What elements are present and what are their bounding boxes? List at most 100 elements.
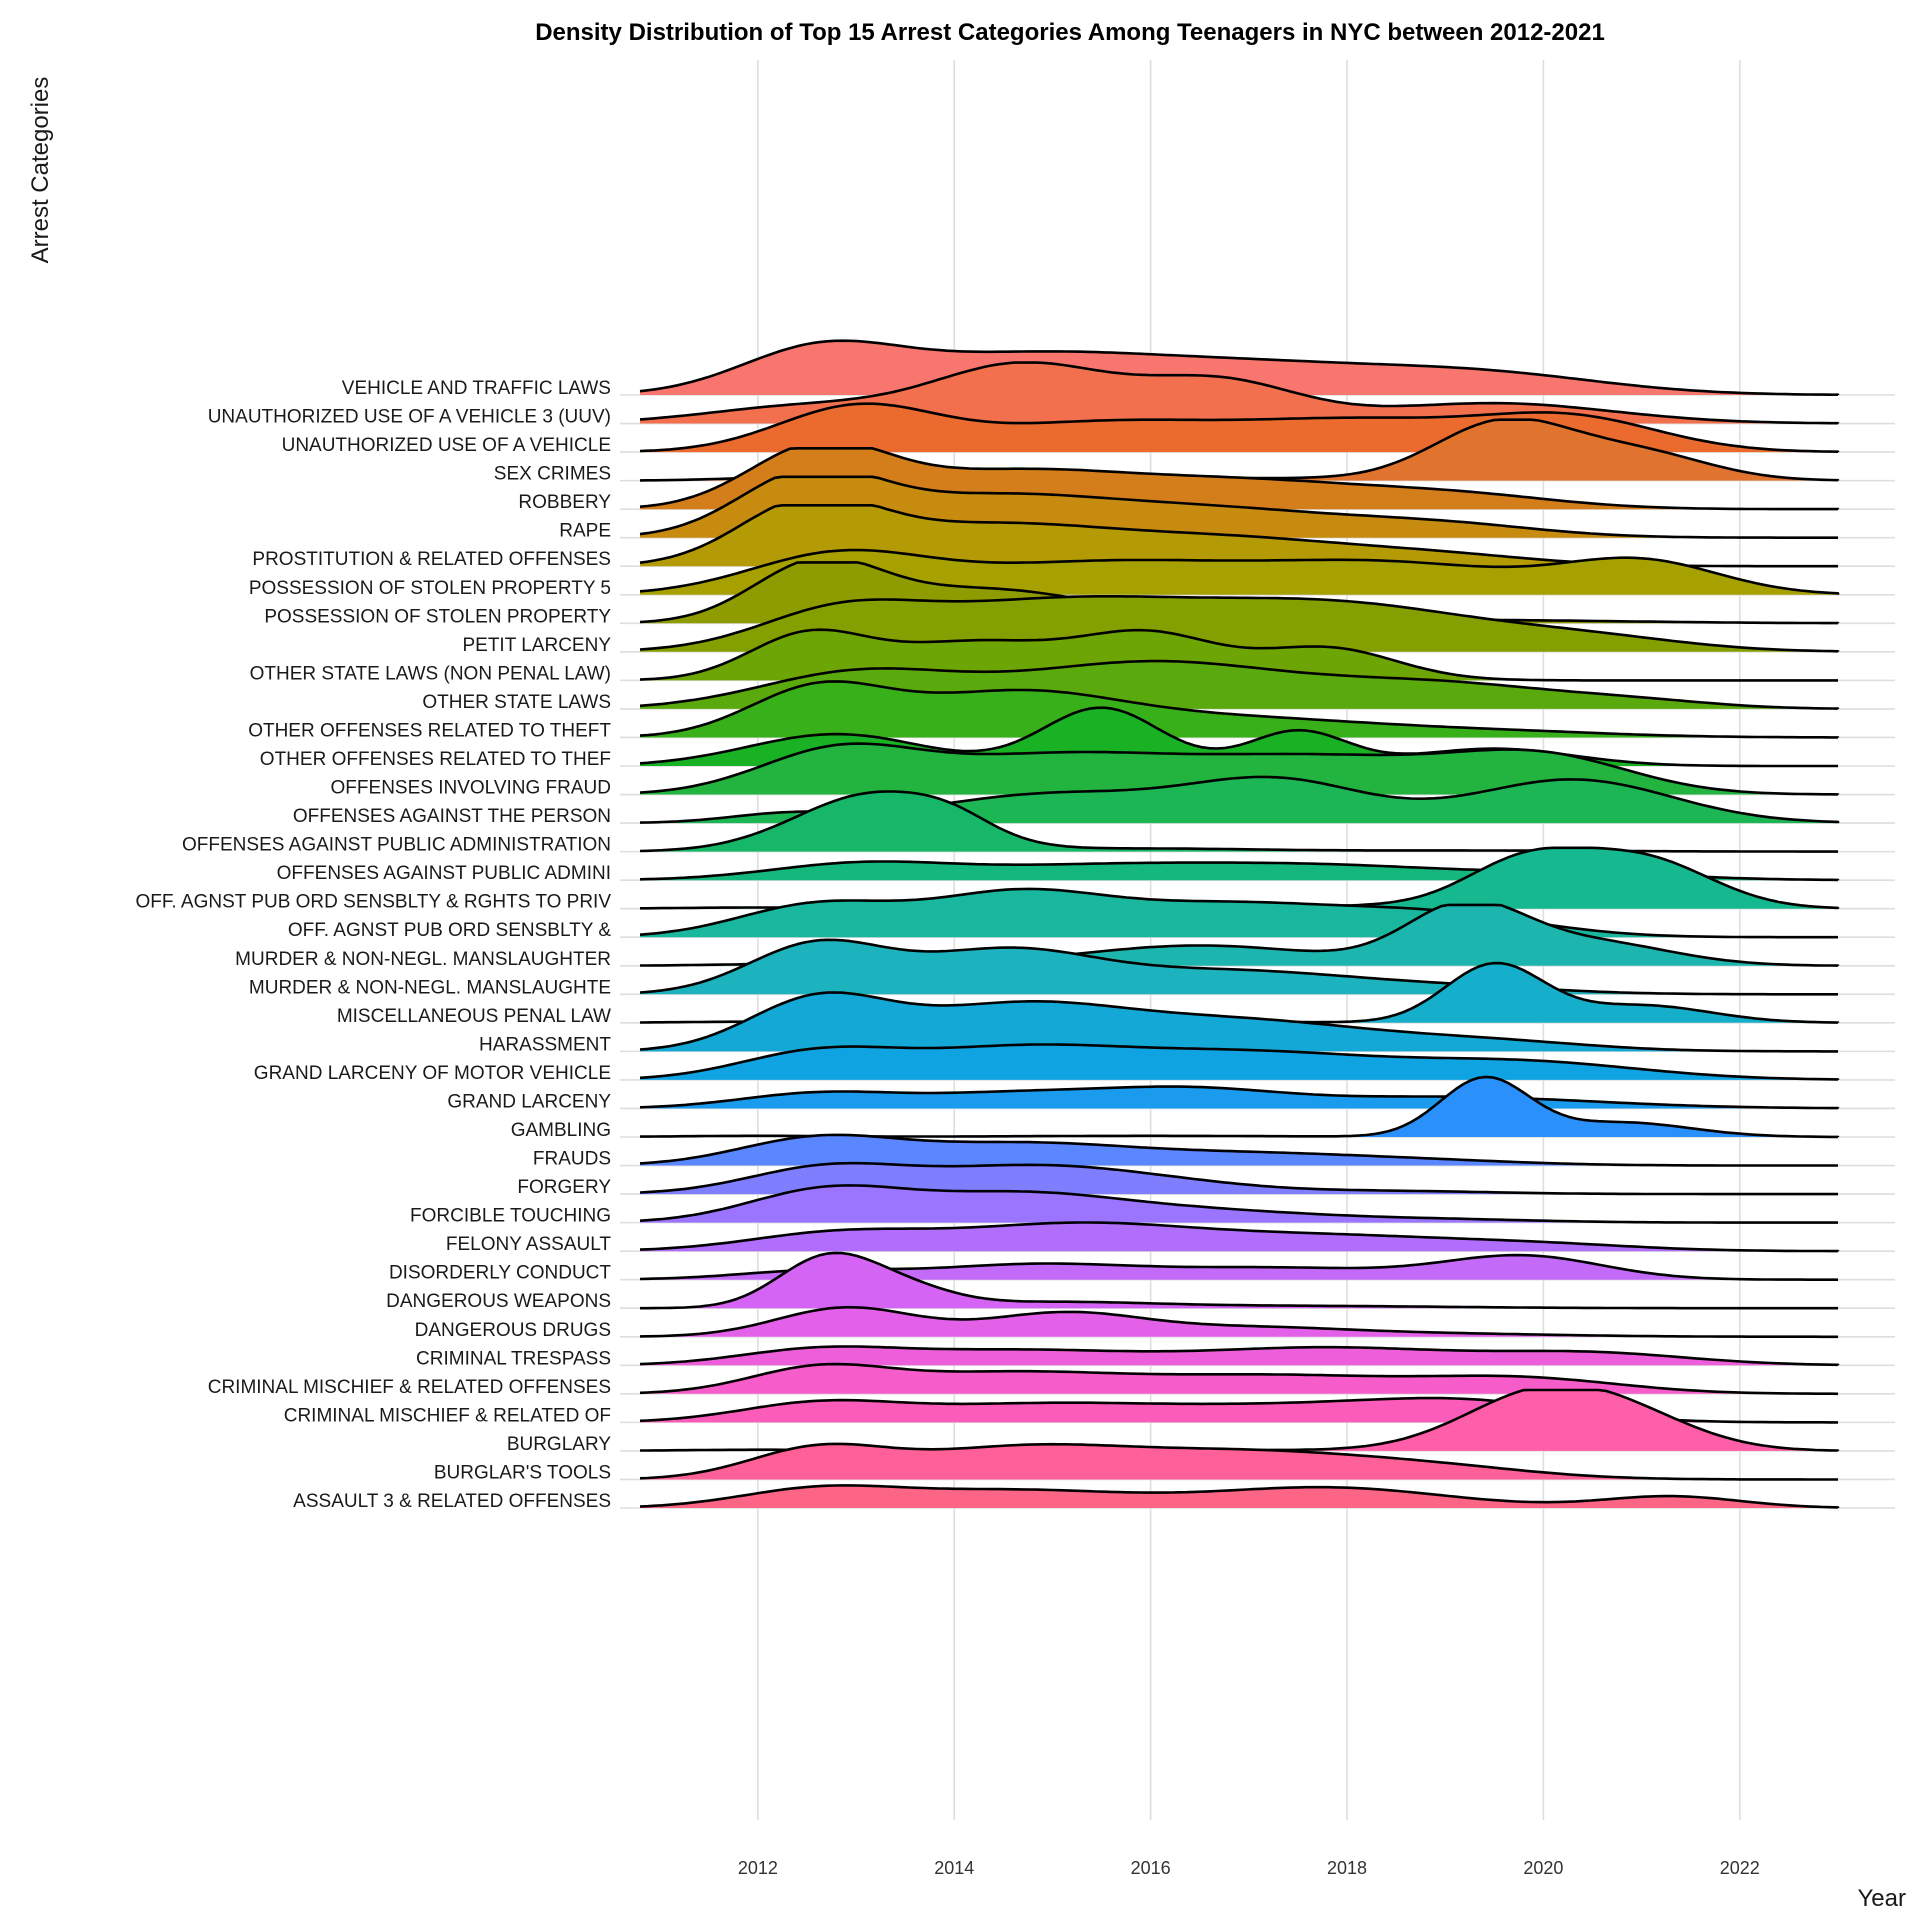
ridge-fill — [640, 1364, 1838, 1394]
ridge-outline — [639, 1345, 1840, 1367]
category-labels: VEHICLE AND TRAFFIC LAWS UNAUTHORIZED USE… — [136, 378, 612, 1512]
x-tick-label: 2012 — [738, 1858, 778, 1878]
category-label: OTHER STATE LAWS (NON PENAL LAW) — [250, 663, 611, 684]
category-label: BURGLARY — [507, 1434, 612, 1455]
ridge-fill — [640, 362, 1838, 424]
x-tick-label: 2014 — [934, 1858, 974, 1878]
ridge-outline — [639, 1085, 1840, 1110]
category-label: FORGERY — [517, 1177, 611, 1198]
ridge-outline — [639, 659, 1840, 710]
ridge-outline — [639, 1043, 1840, 1081]
category-label: OFFENSES INVOLVING FRAUD — [331, 778, 611, 799]
ridge-outline — [639, 887, 1838, 939]
ridge-outline — [639, 339, 1840, 396]
ridge-fill — [640, 1134, 1838, 1166]
ridge-group — [639, 1184, 1838, 1224]
category-label: POSSESSION OF STOLEN PROPERTY 5 — [249, 578, 611, 599]
ridge-outline — [639, 628, 1838, 682]
ridge-group — [639, 790, 1838, 853]
category-label: OFFENSES AGAINST PUBLIC ADMINI — [277, 863, 611, 884]
ridge-group — [640, 1251, 1838, 1310]
category-label: FORCIBLE TOUCHING — [410, 1206, 611, 1227]
category-label: CRIMINAL MISCHIEF & RELATED OF — [284, 1405, 611, 1426]
ridge-outline — [639, 680, 1840, 739]
ridge-outline — [639, 1484, 1840, 1509]
ridge-fill — [640, 1163, 1838, 1195]
category-label: MISCELLANEOUS PENAL LAW — [337, 1006, 611, 1027]
ridge-group — [639, 628, 1838, 682]
ridge-fill — [640, 1076, 1838, 1137]
category-label: OFF. AGNST PUB ORD SENSBLTY & RGHTS TO P… — [136, 892, 612, 913]
ridge-fill — [640, 1390, 1838, 1451]
ridge-group — [639, 991, 1838, 1053]
ridge-outline — [639, 475, 1838, 539]
ridge-outline — [639, 1161, 1838, 1196]
category-label: MURDER & NON-NEGL. MANSLAUGHTE — [249, 977, 611, 998]
ridge-fill — [640, 419, 1838, 481]
category-label: FRAUDS — [533, 1149, 611, 1170]
ridge-layer — [639, 339, 1840, 1509]
ridge-outline — [639, 595, 1840, 653]
x-axis-title: Year — [1858, 1885, 1907, 1912]
category-label: DANGEROUS WEAPONS — [386, 1291, 611, 1312]
category-label: RAPE — [559, 521, 611, 542]
category-label: GRAND LARCENY OF MOTOR VEHICLE — [254, 1063, 611, 1084]
category-label: SEX CRIMES — [494, 464, 611, 485]
ridge-group — [639, 1221, 1840, 1253]
chart-title: Density Distribution of Top 15 Arrest Ca… — [535, 19, 1605, 46]
ridge-group — [639, 1305, 1838, 1339]
ridge-outline — [639, 790, 1838, 853]
category-label: UNAUTHORIZED USE OF A VEHICLE 3 (UUV) — [208, 407, 611, 428]
ridge-outline — [639, 1184, 1838, 1224]
category-label: BURGLAR'S TOOLS — [434, 1462, 611, 1483]
x-tick-label: 2016 — [1131, 1858, 1171, 1878]
category-label: OFFENSES AGAINST PUBLIC ADMINISTRATION — [182, 835, 611, 856]
category-label: GAMBLING — [511, 1120, 611, 1141]
ridge-group — [639, 1345, 1840, 1367]
ridge-outline — [639, 1305, 1838, 1339]
category-label: HARASSMENT — [479, 1034, 611, 1055]
category-label: OTHER OFFENSES RELATED TO THEF — [260, 749, 611, 770]
category-label: OFF. AGNST PUB ORD SENSBLTY & — [288, 920, 611, 941]
ridge-group — [639, 938, 1838, 996]
ridge-outline — [639, 447, 1840, 511]
category-label: ROBBERY — [518, 492, 611, 513]
category-label: CRIMINAL MISCHIEF & RELATED OFFENSES — [208, 1377, 611, 1398]
ridge-fill — [640, 963, 1838, 1023]
ridge-outline — [639, 1133, 1838, 1167]
ridge-fill — [640, 939, 1838, 995]
ridge-fill — [640, 1185, 1838, 1223]
category-label: MURDER & NON-NEGL. MANSLAUGHTER — [235, 949, 611, 970]
ridge-fill — [640, 904, 1838, 966]
category-label: VEHICLE AND TRAFFIC LAWS — [342, 378, 611, 399]
ridge-outline — [639, 706, 1838, 768]
ridge-outline — [640, 1251, 1838, 1310]
ridge-fill — [640, 1044, 1838, 1080]
category-label: POSSESSION OF STOLEN PROPERTY — [264, 606, 611, 627]
category-label: CRIMINAL TRESPASS — [416, 1348, 611, 1369]
ridge-outline — [639, 938, 1838, 996]
ridge-outline — [639, 991, 1838, 1053]
ridge-fill — [640, 1252, 1838, 1309]
category-label: OTHER STATE LAWS — [422, 692, 611, 713]
ridge-fill — [640, 1443, 1838, 1480]
ridge-outline — [639, 742, 1840, 796]
ridge-fill — [640, 847, 1838, 909]
category-label: FELONY ASSAULT — [446, 1234, 611, 1255]
ridge-group — [639, 680, 1840, 739]
ridge-outline — [639, 1362, 1839, 1396]
category-label: ASSAULT 3 & RELATED OFFENSES — [293, 1491, 611, 1512]
ridge-outline — [639, 402, 1840, 453]
x-tick-label: 2018 — [1327, 1858, 1367, 1878]
ridge-fill — [640, 992, 1838, 1052]
ridge-group — [639, 1442, 1838, 1481]
ridge-fill — [640, 791, 1838, 852]
ridge-outline — [639, 361, 1840, 425]
category-label: GRAND LARCENY — [447, 1091, 611, 1112]
category-label: UNAUTHORIZED USE OF A VEHICLE — [282, 435, 611, 456]
category-label: DANGEROUS DRUGS — [415, 1320, 611, 1341]
x-tick-label: 2022 — [1720, 1858, 1760, 1878]
category-label: PROSTITUTION & RELATED OFFENSES — [252, 549, 611, 570]
category-label: DISORDERLY CONDUCT — [389, 1263, 611, 1284]
ridge-group — [639, 1362, 1839, 1396]
